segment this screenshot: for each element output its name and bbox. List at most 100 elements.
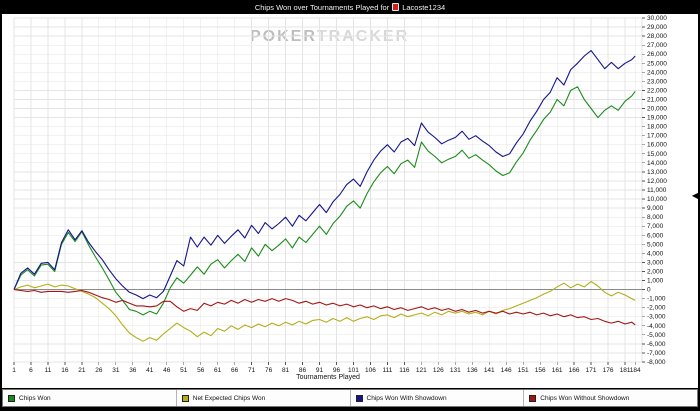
y-tick-label: 3,000 <box>647 259 664 266</box>
x-tick-label: 161 <box>552 367 563 374</box>
y-tick-label: 26,000 <box>647 51 667 58</box>
legend-label: Chips Won <box>19 394 51 402</box>
y-tick-label: 27,000 <box>647 42 667 49</box>
x-tick-label: 66 <box>231 367 239 374</box>
x-tick-label: 81 <box>282 367 290 374</box>
y-tick-label: 0 <box>647 287 651 294</box>
series-chips-won <box>13 86 636 316</box>
y-tick-label: 29,000 <box>647 24 667 31</box>
legend-swatch-icon <box>355 394 363 402</box>
x-tick-label: 184 <box>630 367 641 374</box>
y-tick-label: 5,000 <box>647 241 664 248</box>
x-tick-label: 41 <box>146 367 154 374</box>
y-tick-label: -3,000 <box>647 314 666 321</box>
legend: Chips Won Net Expected Chips Won Chips Won… <box>2 389 698 407</box>
y-tick-label: 1,000 <box>647 278 664 285</box>
x-tick-label: 176 <box>603 367 614 374</box>
graph-title-text: Chips Won over Tournaments Played for <box>254 2 390 12</box>
x-tick-label: 96 <box>333 367 341 374</box>
x-tick-label: 11 <box>45 367 52 374</box>
y-tick-label: 12,000 <box>647 178 667 185</box>
y-tick-label: -1,000 <box>647 296 666 303</box>
y-tick-label: 22,000 <box>647 87 667 94</box>
x-tick-label: 1 <box>12 367 16 374</box>
y-tick-label: 30,000 <box>647 15 667 22</box>
x-tick-label: 36 <box>129 367 137 374</box>
y-tick-label: 19,000 <box>647 115 667 122</box>
x-tick-label: 171 <box>586 367 597 374</box>
x-tick-label: 21 <box>78 367 86 374</box>
x-tick-label: 106 <box>365 367 376 374</box>
window-title-bar: Chips Won over Tournaments Played for La… <box>0 0 700 14</box>
watermark-tracker-text: TRACKER <box>316 28 410 45</box>
y-tick-label: -8,000 <box>647 359 666 366</box>
chart-plot[interactable]: -8,000 -7,000 -6,000 -5,000 -4,000 -3,000 -2,0… <box>2 14 698 388</box>
x-axis-title: Tournaments Played <box>296 374 360 381</box>
watermark-poker-text: POKER <box>250 28 317 45</box>
y-tick-label: 9,000 <box>647 205 664 212</box>
x-tick-label: 56 <box>197 367 205 374</box>
x-tick-label: 31 <box>112 367 120 374</box>
y-tick-label: 17,000 <box>647 133 667 140</box>
series-chips-won-with-showdown <box>13 50 636 300</box>
y-tick-label: 15,000 <box>647 151 667 158</box>
x-tick-label: 46 <box>163 367 171 374</box>
y-tick-label: 23,000 <box>647 78 667 85</box>
x-tick-label: 16 <box>61 367 69 374</box>
y-tick-label: 14,000 <box>647 160 667 167</box>
x-tick-label: 136 <box>467 367 478 374</box>
legend-label: Chips Won With Showdown <box>366 394 447 402</box>
pokertracker-watermark: POKERTRACKER <box>250 28 409 46</box>
y-tick-label: -7,000 <box>647 350 666 357</box>
x-tick-label: 181 <box>620 367 631 374</box>
series-net-expected-chips-won <box>13 280 636 342</box>
y-tick-label: 24,000 <box>647 69 667 76</box>
y-tick-label: 25,000 <box>647 60 667 67</box>
player-name: Lacoste1234 <box>402 2 446 12</box>
x-tick-label: 6 <box>29 367 33 374</box>
x-tick-label: 131 <box>450 367 461 374</box>
legend-label: Chips Won Without Showdown <box>540 394 630 402</box>
x-tick-label: 156 <box>535 367 546 374</box>
x-tick-label: 71 <box>248 367 256 374</box>
y-tick-label: 8,000 <box>647 214 664 221</box>
y-tick-label: 4,000 <box>647 250 664 257</box>
x-tick-label: 146 <box>501 367 512 374</box>
x-tick-label: 26 <box>95 367 103 374</box>
y-tick-label: -2,000 <box>647 305 666 312</box>
legend-swatch-icon <box>181 394 189 402</box>
x-tick-label: 51 <box>180 367 188 374</box>
y-tick-label: 20,000 <box>647 106 667 113</box>
legend-item-chips-won-with-showdown: Chips Won With Showdown <box>351 390 525 406</box>
x-tick-label: 126 <box>433 367 444 374</box>
y-tick-label: 11,000 <box>647 187 667 194</box>
x-tick-label: 76 <box>265 367 273 374</box>
x-tick-label: 101 <box>348 367 359 374</box>
legend-swatch-icon <box>8 394 15 402</box>
x-tick-label: 86 <box>299 367 307 374</box>
x-tick-label: 121 <box>416 367 427 374</box>
y-tick-label: 18,000 <box>647 124 667 131</box>
x-tick-label: 111 <box>382 367 392 374</box>
legend-item-chips-won: Chips Won <box>3 390 177 406</box>
y-tick-label: 21,000 <box>647 96 667 103</box>
x-tick-label: 116 <box>399 367 410 374</box>
y-tick-label: 16,000 <box>647 142 667 149</box>
legend-item-chips-won-without-showdown: Chips Won Without Showdown <box>524 390 697 406</box>
y-tick-label: 7,000 <box>647 223 664 230</box>
x-tick-label: 141 <box>484 367 495 374</box>
legend-swatch-icon <box>529 394 537 402</box>
y-tick-label: -6,000 <box>647 341 666 348</box>
y-tick-label: 10,000 <box>647 196 667 203</box>
x-tick-label: 151 <box>518 367 529 374</box>
y-tick-label: 2,000 <box>647 268 664 275</box>
legend-item-net-expected-chips-won: Net Expected Chips Won <box>177 390 351 406</box>
x-tick-label: 91 <box>316 367 324 374</box>
y-tick-label: 13,000 <box>647 169 667 176</box>
chart-panel: POKERTRACKER -8,000 -7,000 -6,000 -5,000 -4,… <box>2 14 698 388</box>
scroll-arrow-icon[interactable]: ◀ <box>691 191 698 200</box>
y-tick-label: 6,000 <box>647 232 664 239</box>
y-tick-label: -4,000 <box>647 323 666 330</box>
player-icon <box>392 3 400 11</box>
